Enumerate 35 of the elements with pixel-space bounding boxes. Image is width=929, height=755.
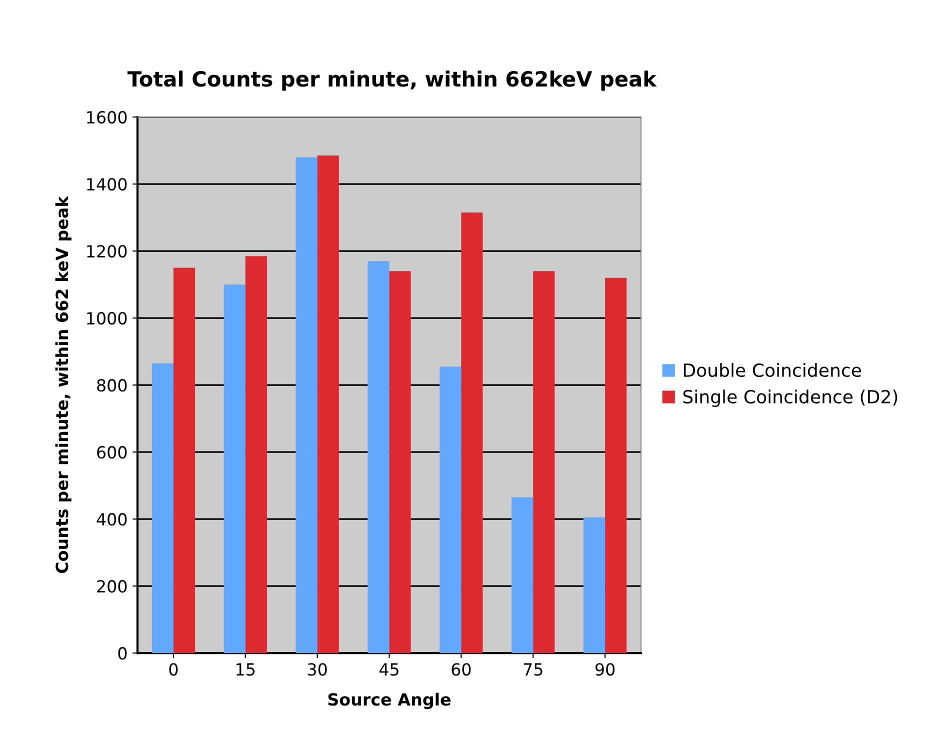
- x-tick-label: 30: [308, 663, 327, 676]
- x-tick-label: 0: [169, 663, 178, 676]
- legend-label: Double Coincidence: [684, 363, 862, 378]
- y-tick-label: 1400: [87, 178, 127, 191]
- legend-label: Single Coincidence (D2): [683, 390, 898, 408]
- bar: [368, 261, 390, 654]
- bar: [224, 284, 246, 654]
- y-tick-label: 1600: [87, 110, 127, 124]
- y-tick-label: 400: [96, 513, 127, 526]
- x-tick-label: 90: [595, 663, 615, 676]
- bar: [389, 271, 411, 654]
- chart-title: Total Counts per minute, within 662keV peak: [128, 70, 657, 91]
- bar: [440, 366, 462, 654]
- y-tick-label: 200: [97, 580, 127, 593]
- y-tick-label: 800: [97, 379, 127, 392]
- bar: [152, 363, 174, 654]
- bar: [296, 157, 318, 654]
- y-tick-label: 1200: [87, 245, 127, 258]
- x-tick-label: 45: [379, 663, 398, 676]
- y-tick-label: 0: [118, 647, 127, 660]
- bar: [605, 278, 627, 654]
- x-tick-label: 60: [452, 663, 471, 676]
- x-tick-label: 75: [524, 663, 542, 676]
- bar: [245, 256, 267, 654]
- x-tick-label: 15: [236, 663, 255, 676]
- bar: [317, 156, 339, 654]
- y-tick-label: 1000: [87, 312, 127, 325]
- bar: [461, 212, 483, 654]
- bar: [173, 268, 196, 654]
- y-axis-title: Counts per minute, within 662 keV peak: [55, 196, 72, 574]
- bar: [583, 517, 606, 654]
- x-axis-title: Source Angle: [328, 692, 451, 710]
- bar: [512, 497, 534, 654]
- bar: [533, 271, 555, 654]
- y-tick-label: 600: [97, 446, 127, 459]
